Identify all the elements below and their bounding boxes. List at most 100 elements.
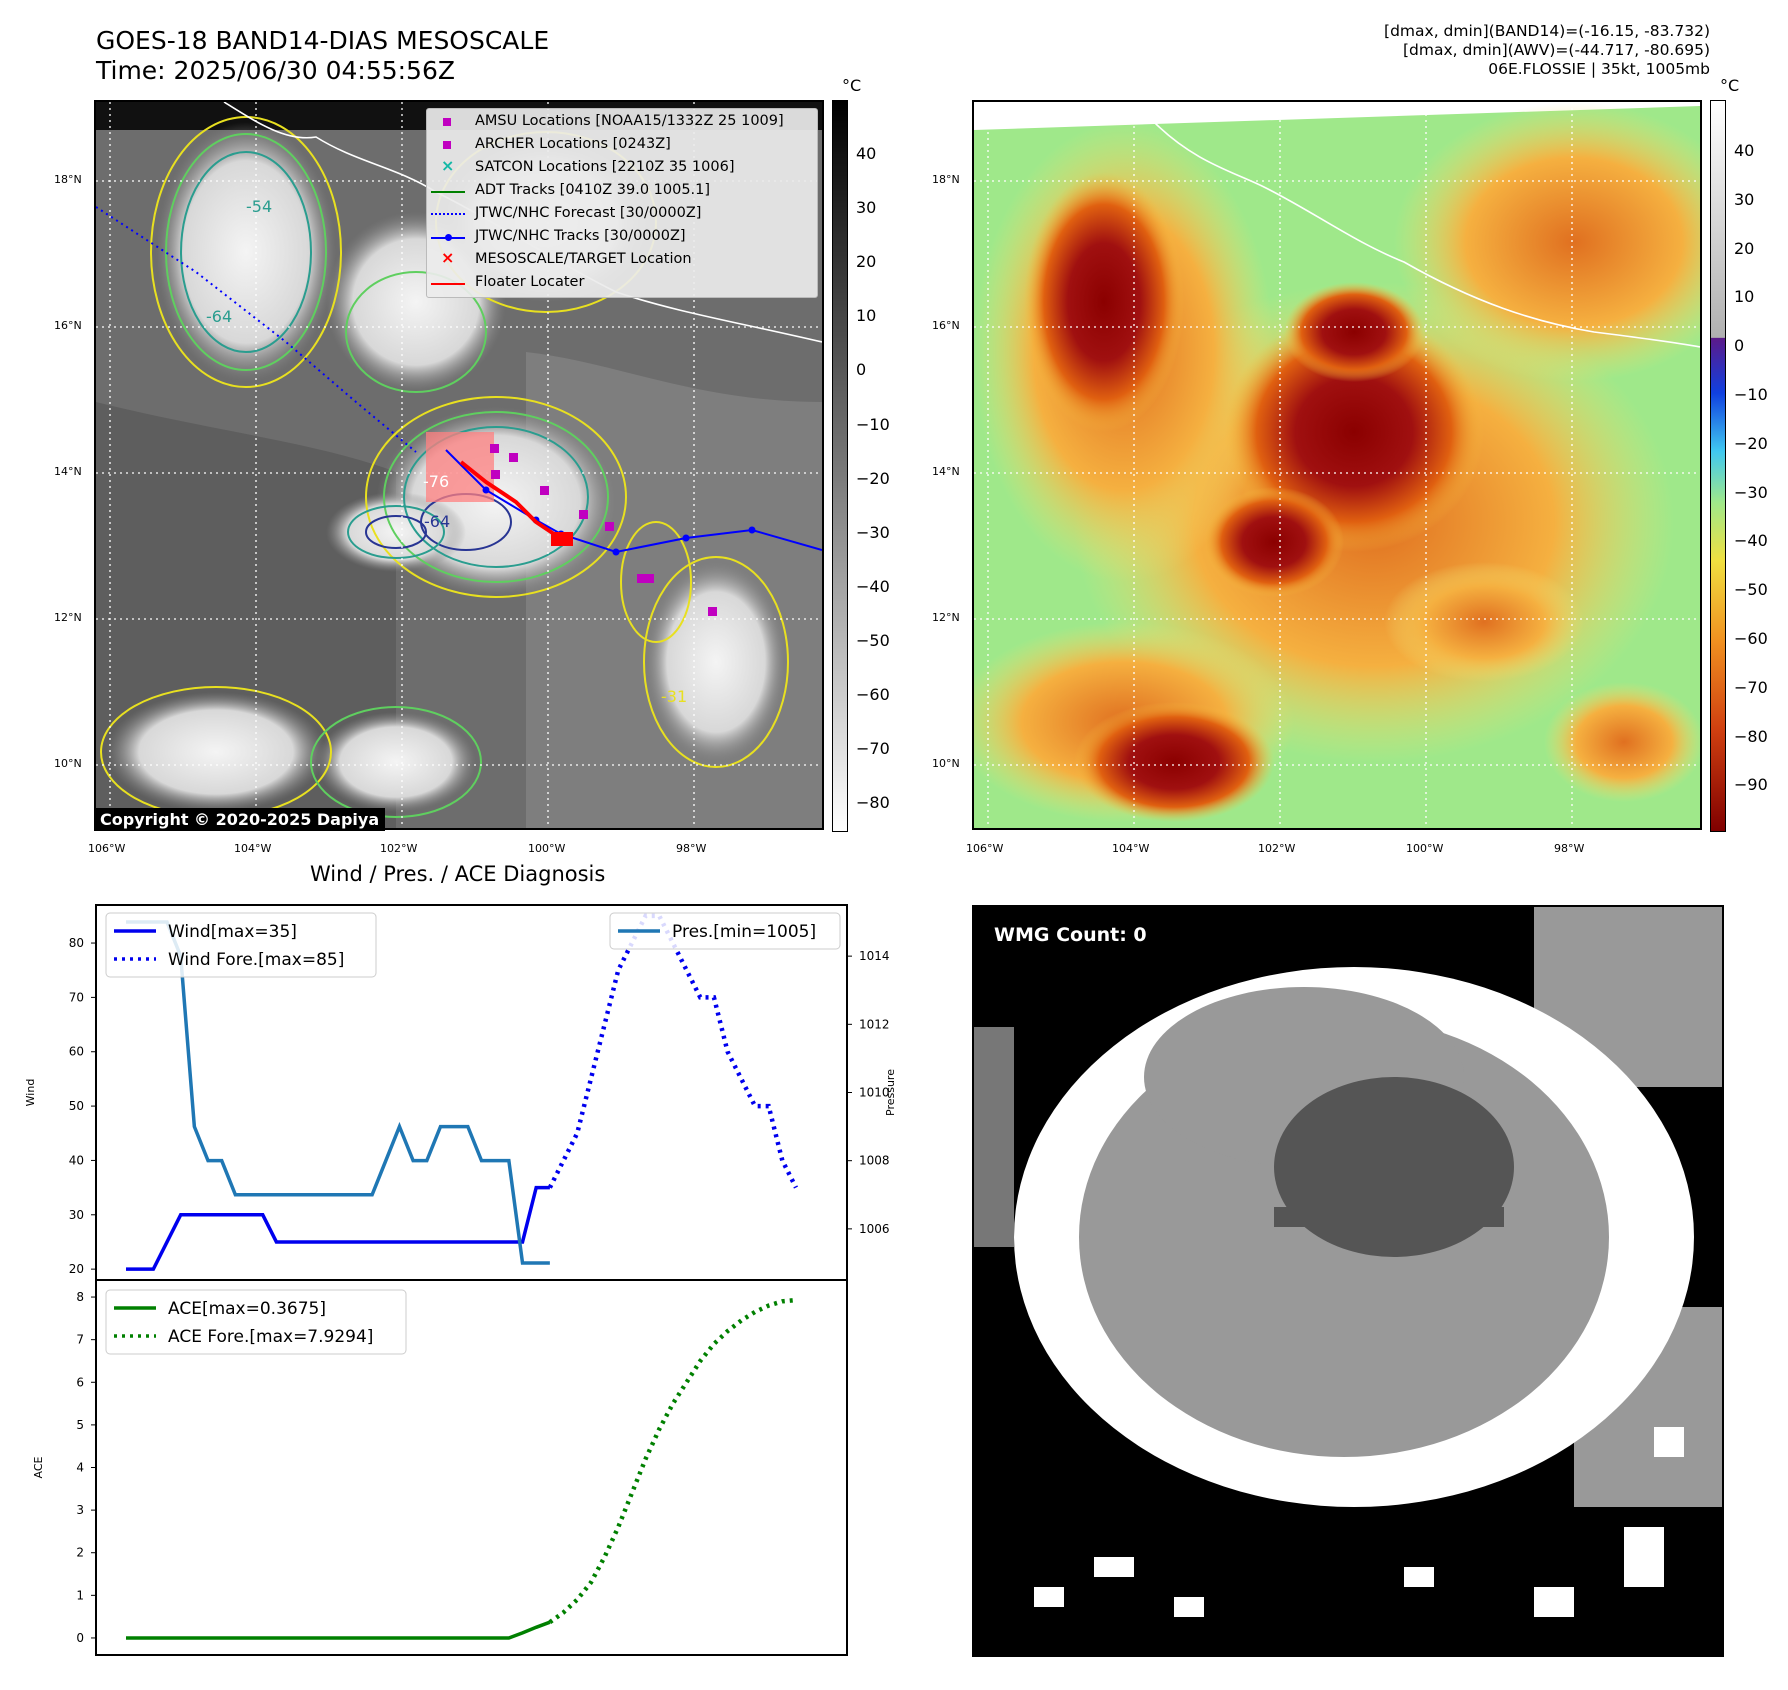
solid-line-icon — [431, 283, 465, 285]
wind-forecast-series-line — [547, 913, 798, 1189]
dotted-line-icon — [431, 213, 465, 215]
pressure-axis-tick-label: 1010 — [859, 1086, 890, 1100]
ace-legend-label: ACE Fore.[max=7.9294] — [168, 1327, 373, 1347]
lon-label: 100°W — [528, 842, 566, 855]
colorbar-unit: °C — [1720, 76, 1740, 95]
pressure-axis-label: Pressure — [884, 1069, 897, 1116]
colorbar-tick-label: 30 — [1734, 189, 1755, 209]
pressure-legend — [609, 912, 841, 950]
lat-label: 12°N — [932, 611, 960, 624]
colorbar-tick-label: −20 — [1734, 433, 1768, 453]
colorbar-tick-label: 40 — [1734, 141, 1755, 160]
lat-label: 12°N — [54, 611, 82, 624]
wind-series-line — [126, 1185, 550, 1271]
colorbar-tick-label: −10 — [1734, 385, 1768, 404]
ace-forecast-series-line — [548, 1297, 797, 1625]
lat-label: 14°N — [54, 465, 82, 478]
ir-satellite-map: -54 -64 -76 -64 -31 — [94, 100, 824, 830]
lat-label: 18°N — [54, 173, 82, 186]
lon-label: 106°W — [966, 842, 1004, 855]
awv-image — [974, 102, 1700, 828]
ir-image: -54 -64 -76 -64 -31 — [96, 102, 822, 828]
colorbar-tick-label: −40 — [1734, 531, 1768, 551]
ir-colorbar — [832, 100, 848, 832]
colorbar-tick-label: −70 — [1734, 677, 1768, 697]
lat-label: 14°N — [932, 465, 960, 478]
contour-label: -31 — [661, 687, 687, 706]
colorbar-tick-label: −30 — [856, 522, 890, 542]
colorbar-tick-label: 0 — [856, 360, 867, 380]
ace-axis-tick-label: 8 — [76, 1290, 84, 1304]
square-marker-icon — [443, 118, 451, 126]
colorbar-tick-label: −90 — [1734, 775, 1768, 795]
colorbar-tick-label: −60 — [1734, 629, 1768, 648]
storm-info: [dmax, dmin](BAND14)=(-16.15, -83.732) [… — [1384, 22, 1710, 78]
square-marker-icon — [443, 141, 451, 149]
pressure-axis-tick-label: 1014 — [859, 949, 890, 963]
colorbar-tick-label: −50 — [856, 630, 890, 650]
pressure-series-line — [126, 920, 550, 1265]
wind-axis-label: Wind — [24, 1079, 37, 1107]
ace-axis-tick-label: 3 — [76, 1503, 84, 1517]
map-legend: AMSU Locations [NOAA15/1332Z 25 1009] AR… — [426, 108, 818, 298]
diagnosis-title: Wind / Pres. / ACE Diagnosis — [310, 862, 606, 886]
lat-label: 16°N — [54, 319, 82, 332]
lon-label: 102°W — [380, 842, 418, 855]
wind-axis-tick-label: 30 — [69, 1208, 84, 1222]
wmg-panel — [972, 905, 1724, 1657]
awv-map — [972, 100, 1702, 830]
lat-label: 10°N — [54, 757, 82, 770]
copyright-label: Copyright © 2020-2025 Dapiya — [94, 808, 386, 831]
ace-series-line — [126, 1620, 551, 1640]
wind-legend-label: Wind Fore.[max=85] — [168, 950, 344, 970]
colorbar-tick-label: −20 — [856, 468, 890, 488]
x-marker-icon: × — [441, 156, 455, 175]
contour-label: -64 — [206, 307, 232, 326]
colorbar-tick-label: −70 — [856, 739, 890, 759]
solid-line-icon — [431, 191, 465, 193]
chart-title: GOES-18 BAND14-DIAS MESOSCALE Time: 2025/… — [96, 26, 550, 85]
colorbar-tick-label: −60 — [856, 685, 890, 704]
wind-axis-tick-label: 80 — [69, 936, 84, 950]
wmg-count-badge: WMG Count: 0 — [986, 920, 1155, 950]
wind-axis-tick-label: 40 — [69, 1153, 84, 1167]
ace-legend — [105, 1289, 407, 1355]
lon-label: 98°W — [676, 842, 707, 855]
colorbar-tick-label: −80 — [1734, 726, 1768, 746]
diagnosis-chart: 20 30 40 50 60 70 80 1006 1008 1010 1012 1014 0 1 2 3 4 5… — [24, 904, 897, 1656]
lon-label: 100°W — [1406, 842, 1444, 855]
colorbar-tick-label: 20 — [856, 252, 877, 272]
colorbar-tick-label: −50 — [1734, 580, 1768, 600]
lat-label: 16°N — [932, 319, 960, 332]
ace-axis-label: ACE — [32, 1456, 45, 1478]
colorbar-tick-label: 0 — [1734, 336, 1745, 356]
colorbar-tick-label: −40 — [856, 576, 890, 596]
pressure-axis-tick-label: 1012 — [859, 1017, 890, 1031]
x-marker-icon: × — [441, 248, 455, 267]
pressure-axis-tick-label: 1006 — [859, 1222, 890, 1236]
colorbar-unit: °C — [842, 76, 862, 95]
pressure-axis-tick-label: 1008 — [859, 1154, 890, 1168]
contour-label: -54 — [246, 197, 272, 216]
lon-label: 106°W — [88, 842, 126, 855]
colorbar-tick-label: 10 — [1734, 287, 1755, 307]
colorbar-tick-label: 20 — [1734, 238, 1755, 258]
lat-label: 18°N — [932, 173, 960, 186]
ace-axis-tick-label: 5 — [76, 1418, 84, 1432]
colorbar-tick-label: −80 — [856, 793, 890, 813]
ace-axis-tick-label: 0 — [76, 1631, 84, 1645]
ace-axis-tick-label: 4 — [76, 1461, 84, 1475]
lon-label: 102°W — [1258, 842, 1296, 855]
wind-legend-label: Wind[max=35] — [168, 922, 297, 942]
ace-legend-label: ACE[max=0.3675] — [168, 1299, 326, 1319]
wind-axis-tick-label: 60 — [69, 1045, 84, 1059]
wind-axis-tick-label: 20 — [69, 1262, 84, 1276]
lon-label: 104°W — [234, 842, 272, 855]
wind-axis-tick-label: 70 — [69, 990, 84, 1004]
pressure-legend-label: Pres.[min=1005] — [672, 922, 816, 942]
ace-axis-tick-label: 2 — [76, 1546, 84, 1560]
awv-colorbar — [1710, 100, 1726, 832]
colorbar-tick-label: 10 — [856, 306, 877, 326]
colorbar-tick-label: 30 — [856, 198, 877, 218]
lon-label: 104°W — [1112, 842, 1150, 855]
